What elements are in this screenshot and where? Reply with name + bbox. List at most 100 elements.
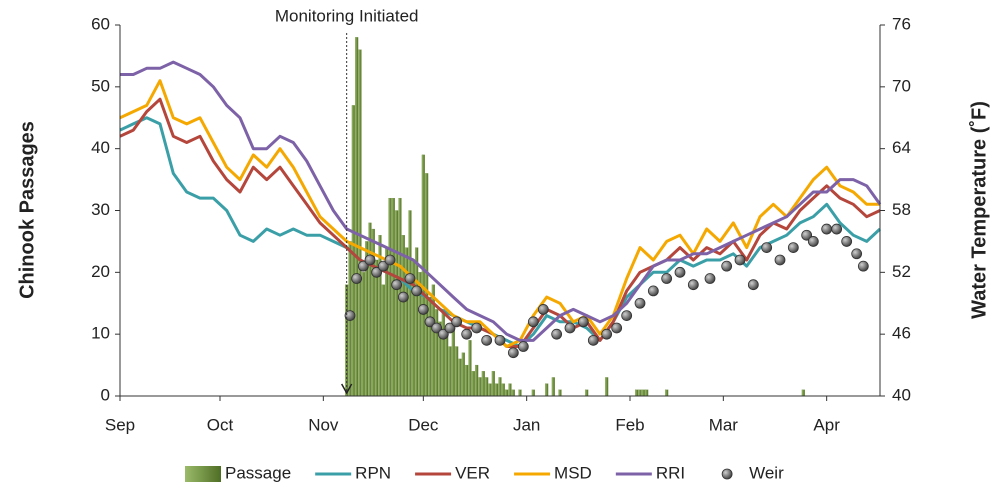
y2-tick-label: 76 [892,14,911,33]
x-tick-label: Nov [308,415,339,434]
x-tick-label: Feb [615,415,644,434]
legend-swatch [721,468,733,480]
bar [458,358,462,397]
scatter-point [621,310,633,322]
scatter-point [841,236,853,247]
scatter-point [517,341,529,352]
x-tick-label: Mar [709,415,739,434]
bar [471,371,475,397]
bar [455,346,459,397]
annotation-text: Monitoring Initiated [275,6,419,25]
x-tick-label: Oct [207,415,234,434]
bar [461,352,465,397]
scatter-point [344,310,356,322]
annotation-arrow [341,383,353,395]
scatter-point [587,334,599,346]
y2-tick-label: 46 [892,324,911,343]
scatter-point [527,316,539,328]
scatter-point [444,322,456,334]
scatter-point [384,254,396,266]
line-series [119,79,880,348]
scatter-point [787,242,799,254]
y-tick-label: 30 [91,200,110,219]
y2-tick-label: 64 [892,138,911,157]
bar [358,49,362,397]
scatter-point [761,242,773,254]
scatter-point [494,334,506,346]
bar [481,371,485,397]
bar [441,309,445,397]
bar [451,321,455,397]
scatter-point [734,254,746,266]
scatter-point [391,279,403,291]
scatter-point [461,328,473,340]
bar [531,389,535,397]
bar [378,235,382,397]
bar [388,197,392,397]
bar [448,346,452,397]
y-tick-label: 50 [91,76,110,95]
legend-label: RRI [656,463,685,482]
bar [605,377,609,397]
scatter-point [417,304,429,315]
scatter-point [551,328,563,340]
bar [355,37,359,397]
x-tick-label: Dec [408,415,439,434]
bar [391,197,395,397]
bar [585,389,589,397]
scatter-point [431,322,443,334]
bar [485,377,489,397]
scatter-point [674,266,686,278]
bar [421,154,425,397]
y-tick-label: 10 [91,324,110,343]
scatter-point [404,273,416,284]
bar [641,389,645,397]
y2-tick-label: 40 [892,385,911,404]
scatter-point [807,236,819,247]
bar [505,389,509,397]
y-tick-label: 60 [91,14,110,33]
scatter-point [634,297,646,309]
scatter-point [357,260,369,272]
x-tick-label: Sep [105,415,135,434]
bar [638,389,642,397]
scatter-point [601,328,613,340]
bar [445,334,449,397]
y-tick-label: 20 [91,262,110,281]
line-series [120,60,882,342]
y2-tick-label: 70 [892,76,911,95]
y2-axis-title: Water Temperature (˚F) [967,101,990,319]
scatter-point [851,248,863,260]
scatter-point [564,322,576,334]
scatter-point [721,260,733,272]
scatter-point [831,223,843,235]
bar [465,364,469,397]
bar [545,383,549,397]
bar [635,389,639,397]
scatter-point [471,322,483,334]
scatter-point [704,273,716,284]
scatter-point [857,260,869,272]
bar [645,389,649,397]
bar [475,364,479,397]
scatter-point [411,285,423,297]
bar [511,389,515,397]
bar [558,389,562,397]
bar [491,371,495,397]
x-tick-label: Apr [813,415,840,434]
scatter-point [687,279,699,291]
bar [495,383,499,397]
scatter-point [481,334,493,346]
legend-swatch [185,466,221,482]
bar [551,377,555,397]
scatter-point [451,316,463,328]
scatter-point [351,273,363,284]
scatter-point [647,285,659,297]
bar [508,383,512,397]
bar [501,383,505,397]
scatter-point [747,279,759,291]
scatter-point [577,316,589,328]
bar [408,210,412,397]
x-tick-label: Jan [513,415,540,434]
